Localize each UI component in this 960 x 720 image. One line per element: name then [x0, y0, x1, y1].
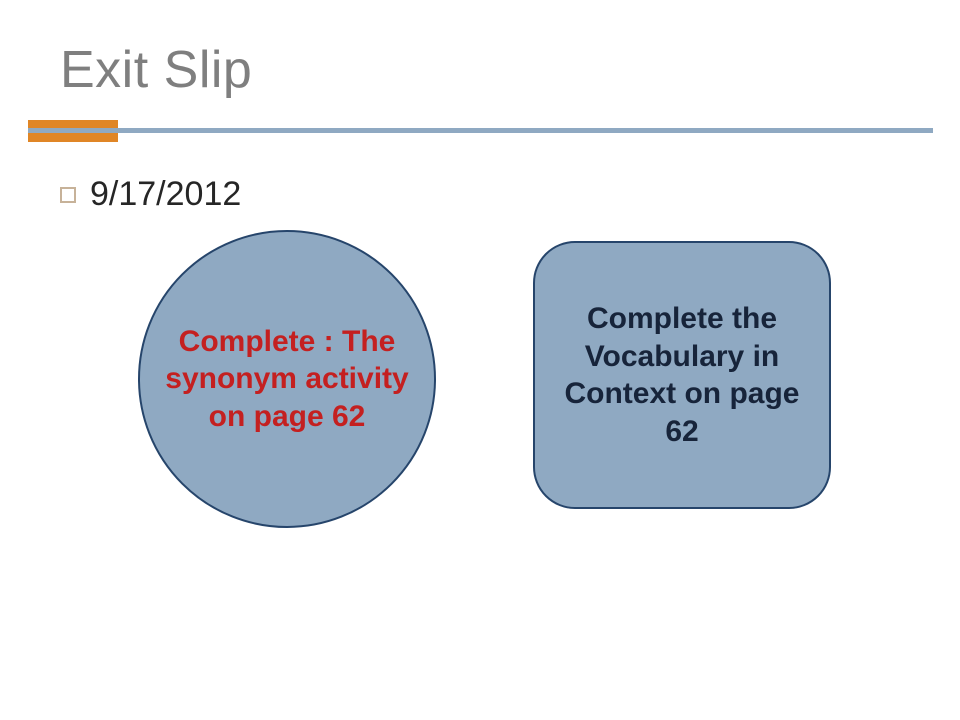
rule-line — [28, 128, 933, 133]
task-roundrect: Complete the Vocabulary in Context on pa… — [533, 241, 831, 509]
task-circle-text: Complete : The synonym activity on page … — [140, 323, 434, 436]
slide-title: Exit Slip — [60, 40, 252, 100]
date-row: 9/17/2012 — [60, 175, 241, 214]
date-text: 9/17/2012 — [90, 175, 241, 214]
task-roundrect-text: Complete the Vocabulary in Context on pa… — [535, 300, 829, 450]
square-bullet-icon — [60, 187, 76, 203]
task-circle: Complete : The synonym activity on page … — [138, 230, 436, 528]
